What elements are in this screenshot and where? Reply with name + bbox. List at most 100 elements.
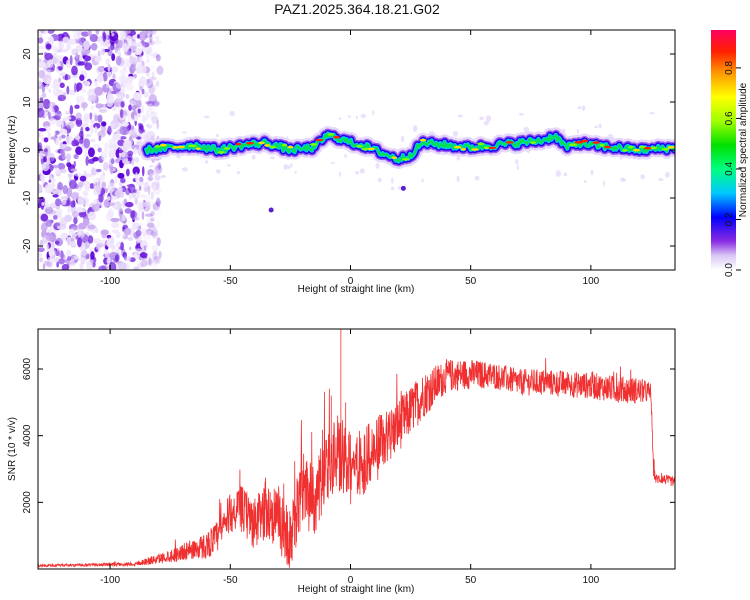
noise-blob: [121, 151, 126, 158]
noise-blob: [38, 69, 45, 79]
ridge-hotspot: [628, 145, 634, 149]
noise-blob: [148, 215, 156, 220]
noise-blob: [136, 136, 142, 140]
noise-blob: [39, 97, 44, 102]
noise-blob: [38, 169, 43, 176]
noise-blob: [148, 76, 158, 81]
ridge-hotspot: [574, 141, 584, 144]
noise-blob: [150, 39, 155, 47]
noise-blob: [146, 111, 154, 120]
noise-blob: [120, 101, 125, 108]
noise-blob: [117, 149, 124, 154]
noise-blob: [156, 65, 164, 75]
snr-panel: -100 -50 0 50 100 2000 4000 6000 Height of str…: [7, 328, 676, 595]
noise-blob: [67, 173, 73, 178]
noise-blob: [147, 176, 153, 182]
noise-blob: [77, 195, 84, 206]
noise-blob: [87, 211, 97, 221]
noise-blob: [110, 242, 115, 250]
noise-blob: [111, 32, 115, 37]
noise-wisp: [286, 165, 291, 169]
noise-blob: [94, 55, 102, 63]
noise-blob: [75, 44, 84, 53]
noise-wisp: [397, 186, 402, 190]
ridge-hotspot: [477, 142, 485, 146]
noise-blob: [54, 240, 60, 245]
noise-wisp: [338, 117, 342, 120]
noise-blob: [131, 130, 136, 136]
noise-blob: [141, 245, 147, 253]
noise-wisp: [640, 174, 645, 180]
noise-blob: [70, 168, 78, 172]
noise-blob: [148, 257, 152, 265]
noise-blob: [55, 167, 61, 176]
noise-blob: [134, 248, 143, 252]
noise-wisp: [375, 162, 380, 169]
noise-blob: [100, 121, 107, 127]
noise-blob: [97, 114, 103, 123]
noise-blob: [42, 98, 51, 110]
noise-blob: [61, 119, 64, 129]
noise-blob: [139, 86, 143, 91]
noise-blob: [155, 200, 161, 205]
noise-wisp: [355, 171, 359, 175]
noise-blob: [69, 228, 75, 235]
noise-blob: [38, 61, 46, 69]
ridge-hotspot: [356, 145, 363, 148]
noise-blob: [132, 65, 137, 72]
ridge-hotspot: [599, 143, 605, 147]
noise-blob: [95, 226, 98, 231]
noise-blob: [150, 111, 158, 117]
noise-blob: [114, 175, 118, 184]
noise-blob: [87, 147, 95, 158]
noise-blob: [108, 182, 115, 192]
noise-blob: [89, 124, 94, 134]
noise-blob: [141, 46, 145, 52]
noise-blob: [98, 193, 104, 203]
noise-wisp: [203, 115, 210, 119]
noise-blob: [146, 130, 156, 140]
noise-blob: [80, 101, 88, 109]
noise-blob: [146, 109, 155, 119]
noise-wisp: [294, 170, 297, 174]
snr-series-line: [38, 329, 675, 568]
noise-blob: [85, 259, 94, 265]
noise-blob: [84, 173, 93, 178]
noise-blob: [48, 35, 54, 46]
ridge-hotspot: [154, 145, 162, 148]
top-y-tick-label: -20: [22, 238, 33, 253]
noise-wisp: [390, 186, 395, 191]
noise-blob: [48, 247, 55, 258]
noise-blob: [140, 131, 150, 140]
noise-wisp: [456, 175, 460, 183]
noise-blob: [77, 237, 82, 248]
noise-blob: [66, 236, 72, 246]
noise-blob: [126, 76, 135, 81]
noise-wisp: [516, 164, 519, 171]
noise-blob: [84, 80, 88, 87]
noise-blob: [38, 107, 45, 118]
top-x-tick-label: 50: [465, 276, 477, 287]
noise-blob: [48, 179, 52, 183]
top-x-tick-label: 0: [348, 276, 354, 287]
noise-blob: [134, 222, 143, 227]
noise-wisp: [421, 178, 424, 183]
noise-blob: [132, 216, 139, 221]
noise-blob: [92, 238, 102, 245]
noise-blob: [87, 224, 96, 230]
noise-blob: [117, 172, 125, 179]
noise-blob: [82, 190, 89, 197]
noise-wisp: [229, 110, 235, 117]
noise-blob: [45, 233, 55, 242]
noise-blob: [128, 104, 132, 111]
noise-blob: [154, 35, 160, 40]
noise-blob: [110, 221, 120, 229]
noise-blob: [92, 156, 99, 162]
ridge-hotspot: [187, 144, 197, 148]
noise-blob: [128, 192, 133, 200]
noise-wisp: [479, 116, 484, 121]
noise-blob: [141, 88, 145, 95]
bottom-y-tick-label: 6000: [22, 357, 33, 380]
noise-blob: [84, 241, 90, 249]
noise-blob: [138, 125, 144, 134]
